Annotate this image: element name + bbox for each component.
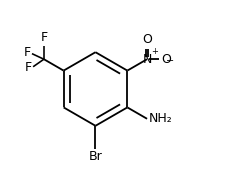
Text: +: +: [150, 47, 157, 56]
Text: F: F: [23, 46, 30, 59]
Text: Br: Br: [88, 150, 102, 163]
Text: NH₂: NH₂: [148, 112, 171, 125]
Text: O: O: [142, 33, 151, 46]
Text: F: F: [25, 61, 32, 74]
Text: F: F: [40, 31, 47, 44]
Text: −: −: [165, 56, 173, 66]
Text: O: O: [161, 53, 170, 66]
Text: N: N: [142, 53, 151, 66]
